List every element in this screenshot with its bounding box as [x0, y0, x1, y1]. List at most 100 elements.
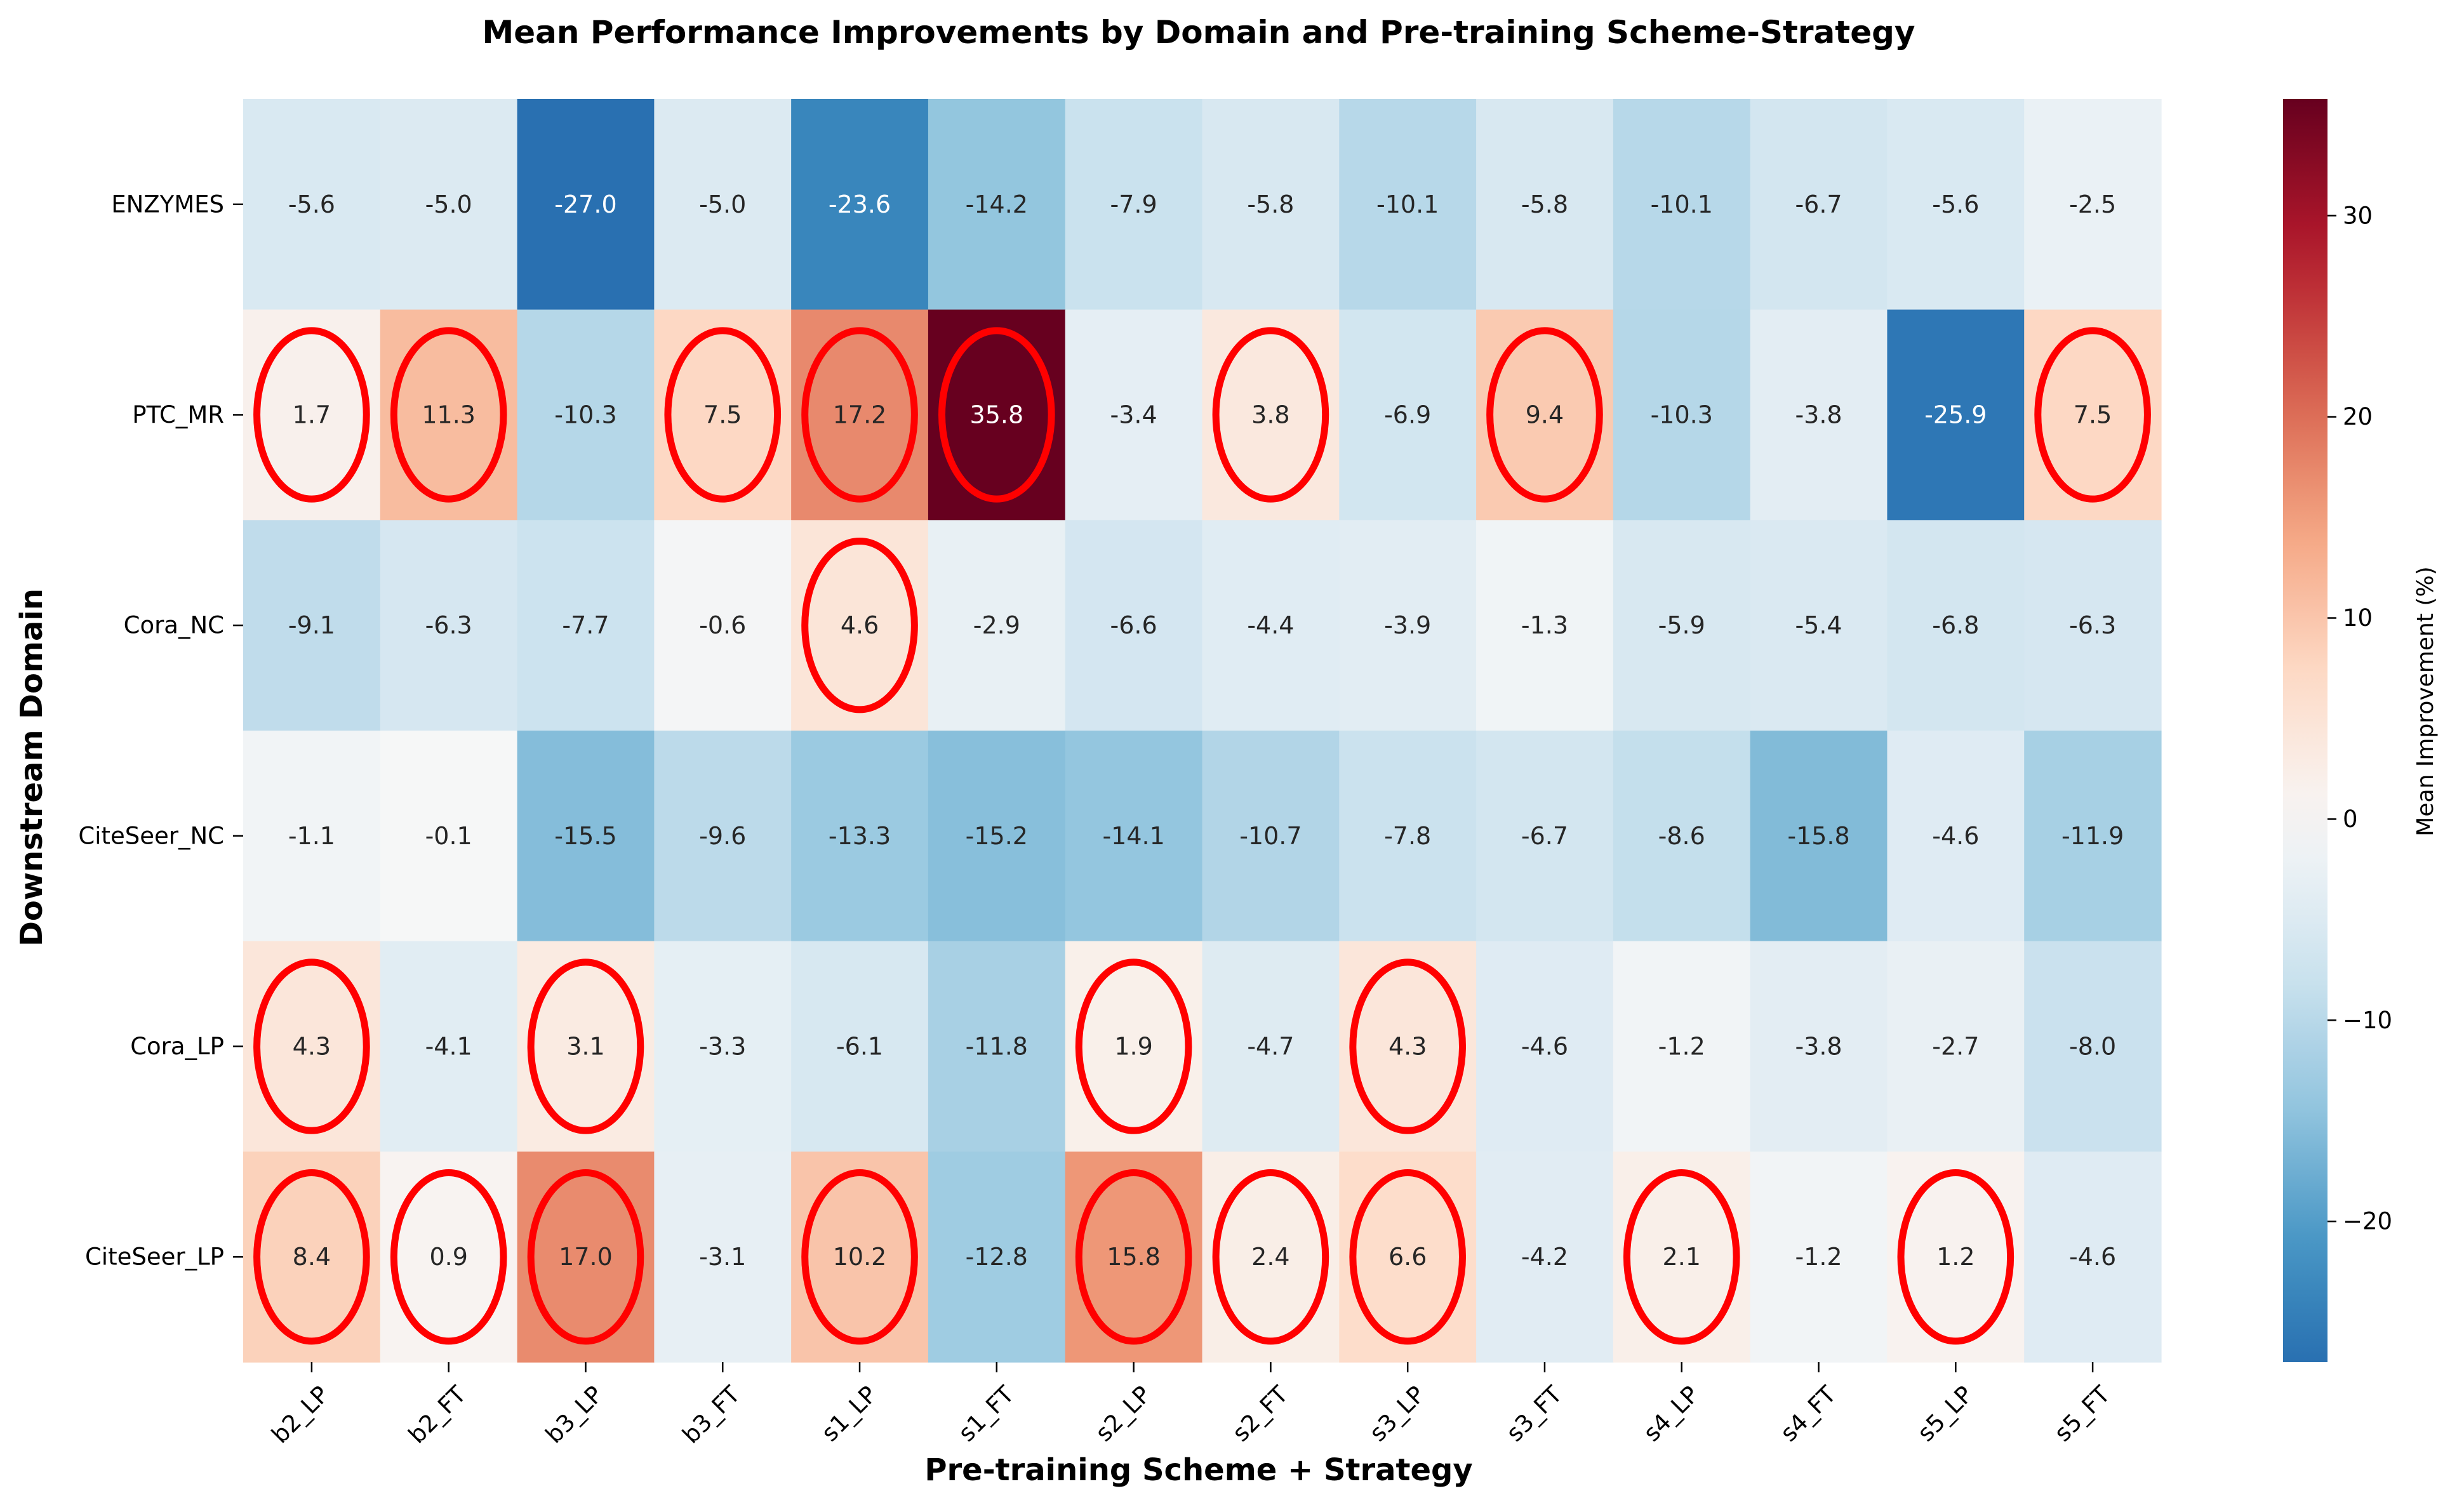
colorbar-label: Mean Improvement (%) [2413, 566, 2439, 836]
highlight-circle [527, 958, 644, 1134]
cell-value-label: -4.4 [1247, 611, 1294, 639]
heatmap-cell [1613, 731, 1751, 942]
cell-value-label: -0.1 [425, 822, 472, 850]
cell-value-label: -5.9 [1658, 611, 1705, 639]
heatmap-cell [1613, 1151, 1751, 1363]
heatmap-cell [1476, 941, 1614, 1152]
heatmap-cell [1202, 99, 1340, 310]
colorbar-tick-label: −20 [2343, 1208, 2392, 1235]
cell-value-label: 11.3 [422, 401, 476, 429]
heatmap-cell [243, 99, 381, 310]
heatmap-cell [1476, 1151, 1614, 1363]
cell-value-label: -11.9 [2061, 822, 2124, 850]
heatmap-cell [1613, 99, 1751, 310]
cell-value-label: -7.8 [1384, 822, 1431, 850]
cell-value-label: 17.2 [833, 401, 887, 429]
heatmap-cell [654, 520, 792, 731]
heatmap-cell-labels: -5.6 -5.0 -27.0 -5.0 -23.6 -14.2 -7.9 -5.8 -10.1… [288, 190, 2124, 1271]
heatmap-cell [380, 1151, 518, 1363]
cell-value-label: -6.1 [836, 1033, 883, 1061]
cell-value-label: -13.3 [829, 822, 891, 850]
cell-value-label: -6.7 [1795, 190, 1842, 218]
heatmap-cell [1887, 731, 2025, 942]
heatmap-cell [1613, 941, 1751, 1152]
cell-value-label: 3.8 [1251, 401, 1289, 429]
heatmap-cell [791, 731, 929, 942]
cell-value-label: -4.6 [1932, 822, 1979, 850]
cell-value-label: -10.1 [1651, 190, 1713, 218]
highlight-circle [1212, 327, 1329, 503]
heatmap-cell [243, 309, 381, 520]
heatmap-cell [654, 99, 792, 310]
heatmap-cell [1887, 309, 2025, 520]
heatmap-cell [517, 520, 655, 731]
heatmap-cell [928, 731, 1066, 942]
highlight-circle [1623, 1169, 1740, 1345]
cell-value-label: 4.3 [293, 1033, 331, 1061]
cell-value-label: 7.5 [703, 401, 742, 429]
cell-value-label: -27.0 [554, 190, 616, 218]
heatmap-cell [928, 520, 1066, 731]
cell-value-label: -10.1 [1376, 190, 1439, 218]
cell-value-label: -1.2 [1658, 1033, 1705, 1061]
heatmap-cell [1476, 309, 1614, 520]
cell-value-label: 10.2 [833, 1243, 887, 1271]
highlight-circle [801, 538, 918, 713]
cell-value-label: -3.4 [1110, 401, 1157, 429]
heatmap-cell [1339, 731, 1477, 942]
heatmap-cell [1065, 309, 1203, 520]
heatmap-cell [791, 520, 929, 731]
cell-value-label: -6.9 [1384, 401, 1431, 429]
cell-value-label: -2.7 [1932, 1033, 1979, 1061]
cell-value-label: -12.8 [966, 1243, 1028, 1271]
heatmap-cell [380, 941, 518, 1152]
x-tick-label: s3_LP [1364, 1381, 1430, 1447]
heatmap-cell [517, 1151, 655, 1363]
cell-value-label: 2.1 [1663, 1243, 1701, 1271]
x-tick-label: s1_LP [816, 1381, 882, 1447]
cell-value-label: -1.3 [1521, 611, 1568, 639]
cell-value-label: -3.8 [1795, 1033, 1842, 1061]
y-tick-label: Cora_NC [124, 612, 224, 639]
colorbar-tick-label: 10 [2343, 604, 2373, 632]
cell-value-label: -15.2 [966, 822, 1028, 850]
heatmap-cell [1339, 941, 1477, 1152]
cell-value-label: 2.4 [1251, 1243, 1289, 1271]
heatmap-cell [654, 941, 792, 1152]
cell-value-label: -6.3 [425, 611, 472, 639]
heatmap-cell [928, 99, 1066, 310]
heatmap-cell [1750, 941, 1888, 1152]
y-tick-label: PTC_MR [132, 401, 224, 428]
heatmap-cell [1476, 520, 1614, 731]
highlight-circle [801, 327, 918, 503]
cell-value-label: -4.2 [1521, 1243, 1568, 1271]
cell-value-label: -4.7 [1247, 1033, 1294, 1061]
heatmap-cell [928, 941, 1066, 1152]
cell-value-label: 9.4 [1526, 401, 1564, 429]
cell-value-label: -1.2 [1795, 1243, 1842, 1271]
cell-value-label: -3.9 [1384, 611, 1431, 639]
x-tick-label: s4_LP [1638, 1381, 1704, 1447]
x-tick-label: s5_FT [2049, 1381, 2115, 1447]
cell-value-label: 35.8 [970, 401, 1024, 429]
colorbar-tick-label: −10 [2343, 1007, 2392, 1034]
cell-value-label: -5.8 [1521, 190, 1568, 218]
heatmap-cell [1750, 1151, 1888, 1363]
cell-value-label: -9.6 [699, 822, 746, 850]
highlight-circles [253, 327, 2151, 1345]
cell-value-label: -14.2 [966, 190, 1028, 218]
y-axis-label: Downstream Domain [14, 588, 50, 946]
colorbar: 30 20 10 0 −10 −20 [2283, 99, 2392, 1362]
cell-value-label: -15.8 [1787, 822, 1849, 850]
cell-value-label: -6.3 [2069, 611, 2116, 639]
heatmap-cell [1065, 941, 1203, 1152]
y-tick-label: Cora_LP [130, 1033, 224, 1060]
heatmap-cell [1065, 99, 1203, 310]
highlight-circle [1897, 1169, 2014, 1345]
heatmap-cell [791, 309, 929, 520]
cell-value-label: 7.5 [2074, 401, 2112, 429]
x-tick-label: b2_FT [403, 1381, 472, 1449]
cell-value-label: 3.1 [566, 1033, 604, 1061]
cell-value-label: -11.8 [966, 1033, 1028, 1061]
heatmap-cell [1202, 520, 1340, 731]
